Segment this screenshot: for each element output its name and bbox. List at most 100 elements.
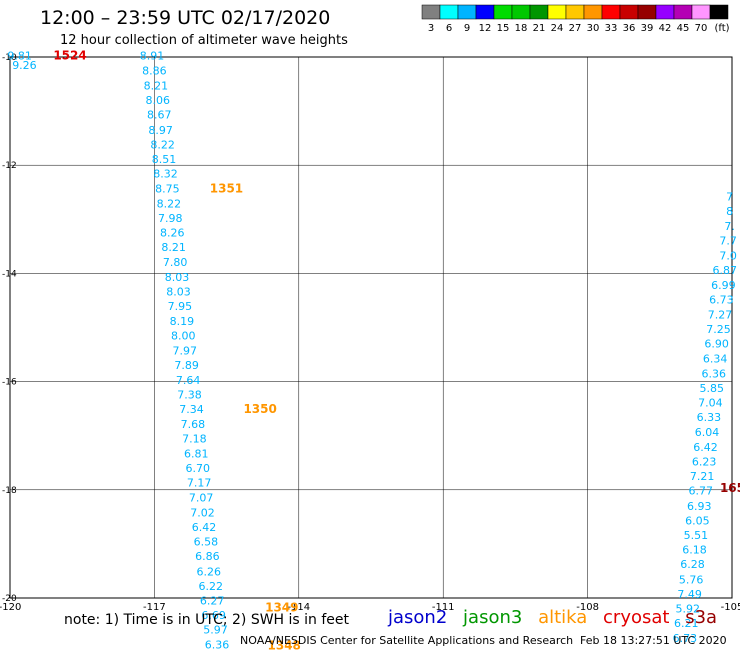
wave-height-value: 7.21 xyxy=(690,470,715,483)
wave-height-value: 7.68 xyxy=(181,418,206,431)
legend-s3a: s3a xyxy=(685,607,718,628)
wave-height-value: 5.85 xyxy=(700,382,725,395)
x-tick-label: -120 xyxy=(0,602,21,613)
legend-cryosat: cryosat xyxy=(603,607,670,628)
x-tick-label: -108 xyxy=(576,602,599,613)
wave-height-value: 6.42 xyxy=(192,521,217,534)
y-tick-label: -20 xyxy=(2,594,17,604)
wave-height-value: 6.23 xyxy=(692,455,717,468)
wave-height-value: 6.90 xyxy=(704,338,729,351)
wave-height-value: 6.99 xyxy=(711,279,736,292)
color-scale-label: 24 xyxy=(551,23,564,34)
x-tick-label: -105 xyxy=(721,602,740,613)
wave-height-value: 6.28 xyxy=(680,558,705,571)
wave-height-value: 7.95 xyxy=(168,300,193,313)
y-tick-label: -16 xyxy=(2,378,17,388)
wave-height-value: 6.86 xyxy=(195,550,220,563)
wave-height-value: 5.92 xyxy=(675,603,700,616)
wave-height-value: 8.06 xyxy=(146,94,171,107)
wave-height-value: 8.03 xyxy=(166,286,191,299)
wave-height-value: 7.97 xyxy=(172,345,197,358)
generation-timestamp: Feb 18 13:27:51 UTC 2020 xyxy=(580,634,727,647)
color-scale-label: (ft) xyxy=(714,23,729,34)
wave-height-value: 8.51 xyxy=(152,153,177,166)
pass-time-label: 1349 xyxy=(265,601,298,615)
wave-height-value: 6.33 xyxy=(697,411,722,424)
wave-height-value: 7.49 xyxy=(677,588,702,601)
wave-height-value: 8.97 xyxy=(148,124,173,137)
wave-height-value: 7.80 xyxy=(163,256,188,269)
wave-height-value: 8.22 xyxy=(150,138,175,151)
wave-height-value: 7.17 xyxy=(187,477,212,490)
color-swatch xyxy=(709,4,729,20)
wave-height-value: 5.76 xyxy=(679,573,704,586)
color-scale-label: 45 xyxy=(677,23,690,34)
wave-height-value: 7.64 xyxy=(176,374,201,387)
satellite-legend: jason2 jason3 altika cryosat s3a xyxy=(388,607,727,628)
footer-note: note: 1) Time is in UTC; 2) SWH is in fe… xyxy=(64,612,350,628)
pass-time-label: 1348 xyxy=(268,638,301,650)
y-tick-label: -12 xyxy=(2,161,17,171)
y-tick-label: -18 xyxy=(2,486,17,496)
wave-height-value: 8.75 xyxy=(155,182,180,195)
pass-time-label: 1350 xyxy=(243,402,276,416)
chart-title: 12:00 – 23:59 UTC 02/17/2020 xyxy=(40,7,331,29)
wave-height-value: 7.38 xyxy=(177,388,202,401)
wave-height-value: 6.81 xyxy=(184,447,209,460)
wave-height-value: 6.42 xyxy=(693,441,718,454)
color-scale-label: 33 xyxy=(605,23,618,34)
wave-height-value: 6.93 xyxy=(687,500,712,513)
wave-height-value: 6.70 xyxy=(185,462,210,475)
wave-height-value: 7.18 xyxy=(182,433,207,446)
plot-frame xyxy=(9,56,733,599)
color-scale-label: 30 xyxy=(587,23,600,34)
wave-height-value: 7.0 xyxy=(719,249,737,262)
wave-height-value: 6.18 xyxy=(682,544,707,557)
color-scale-label: 9 xyxy=(464,23,470,34)
pass-time-label: 1524 xyxy=(53,49,86,63)
wave-height-value: 8.86 xyxy=(142,64,167,77)
wave-height-value: 9.81 xyxy=(7,50,32,63)
wave-height-value: 7.98 xyxy=(158,212,183,225)
color-scale-label: 3 xyxy=(428,23,434,34)
wave-height-value: 6.26 xyxy=(197,565,222,578)
wave-height-value: 6.05 xyxy=(685,514,710,527)
color-scale-label: 42 xyxy=(659,23,672,34)
wave-height-value: 7 xyxy=(726,190,733,203)
legend-jason2: jason2 xyxy=(388,607,448,628)
wave-height-value: 8 xyxy=(726,205,733,218)
color-scale-label: 27 xyxy=(569,23,582,34)
wave-height-value: 6.34 xyxy=(703,353,728,366)
wave-height-value: 8.00 xyxy=(171,329,196,342)
credit-line: NOAA/NESDIS Center for Satellite Applica… xyxy=(240,634,574,647)
wave-height-value: 6.73 xyxy=(673,632,698,645)
wave-height-value: 8.32 xyxy=(153,168,178,181)
wave-height-value: 7.89 xyxy=(174,359,199,372)
pass-time-label: 165 xyxy=(720,481,740,495)
wave-height-value: 6.58 xyxy=(194,536,219,549)
wave-height-value: 6.73 xyxy=(709,294,734,307)
wave-height-value: 5.97 xyxy=(203,624,228,637)
wave-height-value: 6.36 xyxy=(205,638,230,650)
y-tick-label: -14 xyxy=(2,269,17,279)
wave-height-value: 8.26 xyxy=(160,227,185,240)
x-tick-label: -114 xyxy=(287,602,310,613)
color-scale-bar: 3 6 9 12 15 18 21 24 27 30 33 36 39 42 45 70 (ft) xyxy=(421,4,730,34)
wave-height-value: 7. xyxy=(724,220,735,233)
color-scale-label: 21 xyxy=(533,23,546,34)
color-scale-label: 36 xyxy=(623,23,636,34)
wave-height-value: 7.34 xyxy=(179,403,204,416)
x-tick-label: -117 xyxy=(143,602,166,613)
wave-height-value: 6.69 xyxy=(201,609,226,622)
wave-height-value: 5.51 xyxy=(684,529,709,542)
wave-height-value: 8.03 xyxy=(165,271,190,284)
wave-height-value: 8.22 xyxy=(157,197,182,210)
wave-height-value: 7.07 xyxy=(189,492,214,505)
wave-height-value: 7.02 xyxy=(190,506,215,519)
wave-height-value: 6.22 xyxy=(198,580,223,593)
color-scale-label: 18 xyxy=(515,23,528,34)
wave-height-value: 6.87 xyxy=(713,264,738,277)
legend-jason3: jason3 xyxy=(463,607,523,628)
wave-height-value: 9.26 xyxy=(12,59,37,72)
